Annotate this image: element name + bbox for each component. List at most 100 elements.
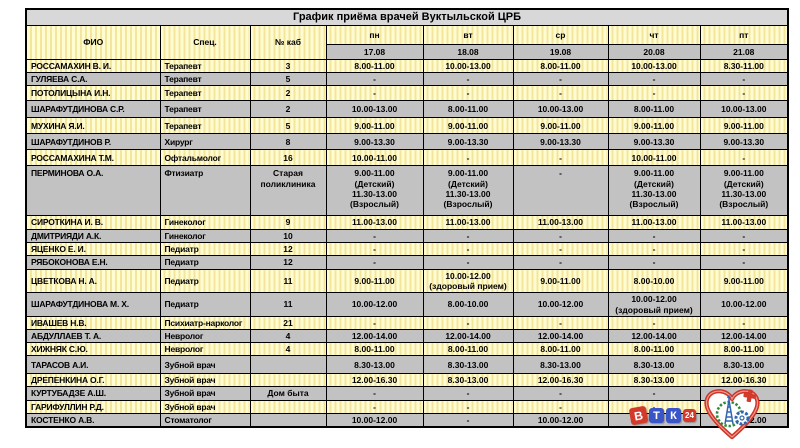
doctor-specialty: Офтальмолог — [159, 149, 251, 167]
schedule-cell: - — [422, 149, 514, 167]
schedule-cell: 9.00-11.00 — [699, 268, 789, 294]
doctor-specialty: Гинеколог — [159, 228, 251, 243]
schedule-cell: - — [422, 85, 514, 102]
schedule-cell: 8.00-10.00 — [607, 268, 701, 294]
schedule-cell: 8.00-11.00 — [422, 100, 514, 119]
room-number — [249, 412, 327, 428]
schedule-cell: 8.30-13.00 — [325, 355, 424, 375]
schedule-cell: - — [607, 85, 701, 102]
schedule-cell: - — [512, 386, 609, 401]
schedule-cell: - — [607, 315, 701, 330]
schedule-cell: - — [422, 315, 514, 330]
doctor-name: ТАРАСОВ А.И. — [25, 355, 161, 375]
schedule-cell: 12.00-14.00 — [325, 328, 424, 344]
doctor-name: МУХИНА Я.И. — [25, 117, 161, 135]
doctor-specialty: Педиатр — [159, 268, 251, 294]
room-number: 4 — [249, 342, 327, 357]
room-number: 12 — [249, 241, 327, 256]
schedule-cell: 9.00-11.00 (Детский) 11.30-13.00 (Взросл… — [607, 165, 701, 217]
schedule-cell: 8.30-13.00 — [607, 355, 701, 375]
schedule-cell: - — [325, 386, 424, 401]
date-thu: 20.08 — [607, 44, 701, 60]
schedule-cell: - — [607, 72, 701, 87]
schedule-cell: 9.00-11.00 — [422, 117, 514, 135]
schedule-cell: - — [325, 399, 424, 414]
doctor-specialty: Терапевт — [159, 58, 251, 74]
schedule-cell: 8.30-13.00 — [422, 355, 514, 375]
doctor-specialty: Зубной врач — [159, 386, 251, 401]
doctor-specialty: Зубной врач — [159, 355, 251, 375]
doctor-name: ДРЕПЕНКИНА О.Г. — [25, 373, 161, 388]
room-number: 4 — [249, 328, 327, 344]
room-number: Старая поликлиника — [249, 165, 327, 217]
schedule-cell: 10.00-12.00 — [512, 292, 609, 317]
schedule-cell: 10.00-13.00 — [422, 58, 514, 74]
schedule-cell: 10.00-13.00 — [512, 100, 609, 119]
schedule-cell: 9.00-11.00 (Детский) 11.30-13.00 (Взросл… — [325, 165, 424, 217]
schedule-cell: - — [512, 165, 609, 217]
doctor-name: ЦВЕТКОВА Н. А. — [25, 268, 161, 294]
table-row: ЦВЕТКОВА Н. А. Педиатр 11 9.00-11.00 10.00-1… — [25, 268, 789, 294]
doctor-specialty: Фтизиатр — [159, 165, 251, 217]
doctor-specialty: Психиатр-нарколог — [159, 315, 251, 330]
schedule-cell: 9.00-11.00 — [607, 117, 701, 135]
schedule-cell: 11.00-13.00 — [422, 215, 514, 230]
schedule-cell: 8.00-11.00 — [325, 342, 424, 357]
schedule-cell: 11.00-13.00 — [699, 215, 789, 230]
room-number: 10 — [249, 228, 327, 243]
schedule-table-wrap: График приёма врачей Вуктыльской ЦРБ ФИО… — [25, 8, 790, 428]
room-number: 11 — [249, 268, 327, 294]
schedule-cell: 9.00-11.00 (Детский) 11.30-13.00 (Взросл… — [422, 165, 514, 217]
date-wed: 19.08 — [512, 44, 609, 60]
heart-logo-svg — [704, 389, 760, 440]
schedule-cell: 8.00-11.00 — [607, 342, 701, 357]
schedule-cell: 10.00-11.00 — [325, 149, 424, 167]
room-number: 3 — [249, 58, 327, 74]
schedule-cell: - — [512, 241, 609, 256]
derrick-icon — [724, 395, 734, 425]
table-row: ШАРАФУТДИНОВА С.Р. Терапевт 2 10.00-13.00 8.… — [25, 100, 789, 119]
doctor-specialty: Терапевт — [159, 85, 251, 102]
schedule-cell: 10.00-12.00 — [699, 292, 789, 317]
table-row: РЯБОКОНОВА Е.Н. Педиатр 12- - - - - — [25, 254, 789, 270]
schedule-cell: 11.00-13.00 — [512, 215, 609, 230]
doctor-specialty: Терапевт — [159, 72, 251, 87]
table-row: ХИЖНЯК С.Ю. Невролог 4 8.00-11.00 8.00-11.00… — [25, 342, 789, 357]
schedule-cell: - — [607, 386, 701, 401]
schedule-cell: - — [325, 85, 424, 102]
doctor-name: СИРОТКИНА И. В. — [25, 215, 161, 230]
schedule-cell: 8.00-11.00 — [325, 58, 424, 74]
schedule-table: График приёма врачей Вуктыльской ЦРБ ФИО… — [25, 8, 790, 428]
table-row: ТАРАСОВ А.И. Зубной врач 8.30-13.00 8.30-13… — [25, 355, 789, 375]
schedule-cell: 8.00-11.00 — [512, 58, 609, 74]
schedule-cell: 9.00-13.30 — [422, 133, 514, 151]
schedule-cell: 9.00-11.00 — [325, 117, 424, 135]
table-row: РОССАМАХИНА Т.М. Офтальмолог 16 10.00-11.00… — [25, 149, 789, 167]
vtk-letter-v: В — [628, 405, 649, 426]
schedule-cell: - — [512, 399, 609, 414]
schedule-cell: - — [422, 399, 514, 414]
schedule-cell: - — [422, 228, 514, 243]
doctor-specialty: Педиатр — [159, 254, 251, 270]
schedule-cell: 10.00-13.00 — [699, 100, 789, 119]
schedule-cell: - — [699, 315, 789, 330]
schedule-cell: - — [422, 254, 514, 270]
table-row: КОСТЕНКО А.В. Стоматолог 10.00-12.00-10.00… — [25, 412, 789, 428]
doctor-name: РЯБОКОНОВА Е.Н. — [25, 254, 161, 270]
schedule-cell: 10.00-13.00 — [607, 58, 701, 74]
page-title: График приёма врачей Вуктыльской ЦРБ — [25, 8, 789, 26]
doctor-name: ШАРАФУТДИНОВА М. Х. — [25, 292, 161, 317]
schedule-cell: 9.00-13.30 — [512, 133, 609, 151]
table-row: ПОТОЛИЦЫНА И.Н. Терапевт 2- - - - - — [25, 85, 789, 102]
schedule-cell: 8.00-11.00 — [607, 100, 701, 119]
schedule-cell: 8.30-13.00 — [512, 355, 609, 375]
schedule-cell: 12.00-16.30 — [699, 373, 789, 388]
schedule-cell: - — [512, 315, 609, 330]
date-mon: 17.08 — [325, 44, 424, 60]
schedule-body: РОССАМАХИН В. И. Терапевт 3 8.00-11.00 10.00… — [25, 58, 789, 428]
schedule-cell: 8.30-13.00 — [699, 355, 789, 375]
schedule-cell: 9.00-11.00 (Детский) 11.30-13.00 (Взросл… — [699, 165, 789, 217]
date-tue: 18.08 — [422, 44, 514, 60]
doctor-name: ШАРАФУТДИНОВА С.Р. — [25, 100, 161, 119]
doctor-name: РОССАМАХИНА Т.М. — [25, 149, 161, 167]
